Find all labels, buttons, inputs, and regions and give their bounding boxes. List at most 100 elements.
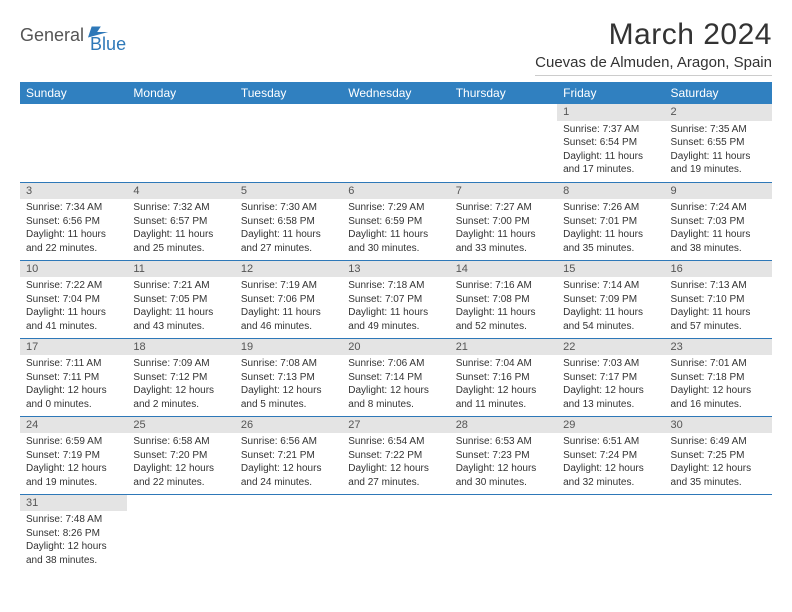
day-number: 16 [665, 261, 772, 278]
calendar-cell: 19Sunrise: 7:08 AMSunset: 7:13 PMDayligh… [235, 338, 342, 416]
day-details: Sunrise: 7:32 AMSunset: 6:57 PMDaylight:… [127, 199, 234, 259]
sunset-line: Sunset: 7:22 PM [348, 449, 443, 463]
day-details: Sunrise: 7:48 AMSunset: 8:26 PMDaylight:… [20, 511, 127, 571]
day-number: 18 [127, 339, 234, 356]
day-number: 7 [450, 183, 557, 200]
day-number: 10 [20, 261, 127, 278]
daylight-line: Daylight: 12 hours and 16 minutes. [671, 384, 766, 411]
daylight-line: Daylight: 11 hours and 52 minutes. [456, 306, 551, 333]
calendar-cell: 11Sunrise: 7:21 AMSunset: 7:05 PMDayligh… [127, 260, 234, 338]
calendar-cell [342, 494, 449, 572]
sunset-line: Sunset: 7:00 PM [456, 215, 551, 229]
sunset-line: Sunset: 7:06 PM [241, 293, 336, 307]
weekday-header: Monday [127, 82, 234, 104]
day-number: 27 [342, 417, 449, 434]
day-details: Sunrise: 7:27 AMSunset: 7:00 PMDaylight:… [450, 199, 557, 259]
day-number: 5 [235, 183, 342, 200]
day-number: 30 [665, 417, 772, 434]
day-number: 24 [20, 417, 127, 434]
calendar-cell: 31Sunrise: 7:48 AMSunset: 8:26 PMDayligh… [20, 494, 127, 572]
calendar-cell: 1Sunrise: 7:37 AMSunset: 6:54 PMDaylight… [557, 104, 664, 182]
sunset-line: Sunset: 7:12 PM [133, 371, 228, 385]
sunrise-line: Sunrise: 6:59 AM [26, 435, 121, 449]
calendar-cell: 12Sunrise: 7:19 AMSunset: 7:06 PMDayligh… [235, 260, 342, 338]
calendar-cell [127, 104, 234, 182]
logo-text-general: General [20, 25, 84, 46]
sunrise-line: Sunrise: 7:27 AM [456, 201, 551, 215]
calendar-cell [235, 494, 342, 572]
sunrise-line: Sunrise: 7:22 AM [26, 279, 121, 293]
daylight-line: Daylight: 11 hours and 49 minutes. [348, 306, 443, 333]
day-number: 3 [20, 183, 127, 200]
sunset-line: Sunset: 6:58 PM [241, 215, 336, 229]
calendar-cell: 17Sunrise: 7:11 AMSunset: 7:11 PMDayligh… [20, 338, 127, 416]
calendar-cell: 30Sunrise: 6:49 AMSunset: 7:25 PMDayligh… [665, 416, 772, 494]
day-details: Sunrise: 7:21 AMSunset: 7:05 PMDaylight:… [127, 277, 234, 337]
calendar-cell: 10Sunrise: 7:22 AMSunset: 7:04 PMDayligh… [20, 260, 127, 338]
calendar-cell: 24Sunrise: 6:59 AMSunset: 7:19 PMDayligh… [20, 416, 127, 494]
calendar-cell: 21Sunrise: 7:04 AMSunset: 7:16 PMDayligh… [450, 338, 557, 416]
day-number: 4 [127, 183, 234, 200]
calendar-cell: 20Sunrise: 7:06 AMSunset: 7:14 PMDayligh… [342, 338, 449, 416]
day-number: 13 [342, 261, 449, 278]
sunrise-line: Sunrise: 7:24 AM [671, 201, 766, 215]
sunrise-line: Sunrise: 7:16 AM [456, 279, 551, 293]
daylight-line: Daylight: 12 hours and 19 minutes. [26, 462, 121, 489]
day-details: Sunrise: 6:59 AMSunset: 7:19 PMDaylight:… [20, 433, 127, 493]
day-details: Sunrise: 7:09 AMSunset: 7:12 PMDaylight:… [127, 355, 234, 415]
sunset-line: Sunset: 7:05 PM [133, 293, 228, 307]
sunset-line: Sunset: 6:56 PM [26, 215, 121, 229]
sunset-line: Sunset: 7:20 PM [133, 449, 228, 463]
calendar-cell: 25Sunrise: 6:58 AMSunset: 7:20 PMDayligh… [127, 416, 234, 494]
day-number: 11 [127, 261, 234, 278]
daylight-line: Daylight: 12 hours and 22 minutes. [133, 462, 228, 489]
calendar-cell: 4Sunrise: 7:32 AMSunset: 6:57 PMDaylight… [127, 182, 234, 260]
daylight-line: Daylight: 11 hours and 27 minutes. [241, 228, 336, 255]
day-details: Sunrise: 7:04 AMSunset: 7:16 PMDaylight:… [450, 355, 557, 415]
sunset-line: Sunset: 7:09 PM [563, 293, 658, 307]
sunset-line: Sunset: 6:59 PM [348, 215, 443, 229]
location-subtitle: Cuevas de Almuden, Aragon, Spain [535, 54, 772, 76]
sunset-line: Sunset: 7:24 PM [563, 449, 658, 463]
day-details: Sunrise: 6:54 AMSunset: 7:22 PMDaylight:… [342, 433, 449, 493]
sunset-line: Sunset: 6:57 PM [133, 215, 228, 229]
calendar-cell: 7Sunrise: 7:27 AMSunset: 7:00 PMDaylight… [450, 182, 557, 260]
day-number: 12 [235, 261, 342, 278]
calendar-row: 31Sunrise: 7:48 AMSunset: 8:26 PMDayligh… [20, 494, 772, 572]
sunrise-line: Sunrise: 7:13 AM [671, 279, 766, 293]
sunrise-line: Sunrise: 7:30 AM [241, 201, 336, 215]
day-number: 14 [450, 261, 557, 278]
daylight-line: Daylight: 12 hours and 0 minutes. [26, 384, 121, 411]
sunrise-line: Sunrise: 7:29 AM [348, 201, 443, 215]
daylight-line: Daylight: 11 hours and 54 minutes. [563, 306, 658, 333]
daylight-line: Daylight: 12 hours and 38 minutes. [26, 540, 121, 567]
sunset-line: Sunset: 7:21 PM [241, 449, 336, 463]
day-number: 20 [342, 339, 449, 356]
day-details: Sunrise: 7:22 AMSunset: 7:04 PMDaylight:… [20, 277, 127, 337]
day-details: Sunrise: 7:18 AMSunset: 7:07 PMDaylight:… [342, 277, 449, 337]
calendar-cell [342, 104, 449, 182]
sunrise-line: Sunrise: 6:49 AM [671, 435, 766, 449]
day-number: 22 [557, 339, 664, 356]
calendar-cell: 5Sunrise: 7:30 AMSunset: 6:58 PMDaylight… [235, 182, 342, 260]
calendar-cell: 13Sunrise: 7:18 AMSunset: 7:07 PMDayligh… [342, 260, 449, 338]
calendar-cell: 29Sunrise: 6:51 AMSunset: 7:24 PMDayligh… [557, 416, 664, 494]
sunrise-line: Sunrise: 6:54 AM [348, 435, 443, 449]
daylight-line: Daylight: 11 hours and 38 minutes. [671, 228, 766, 255]
calendar-cell: 8Sunrise: 7:26 AMSunset: 7:01 PMDaylight… [557, 182, 664, 260]
day-details: Sunrise: 6:51 AMSunset: 7:24 PMDaylight:… [557, 433, 664, 493]
sunrise-line: Sunrise: 7:19 AM [241, 279, 336, 293]
sunset-line: Sunset: 7:13 PM [241, 371, 336, 385]
daylight-line: Daylight: 12 hours and 5 minutes. [241, 384, 336, 411]
calendar-cell: 26Sunrise: 6:56 AMSunset: 7:21 PMDayligh… [235, 416, 342, 494]
sunrise-line: Sunrise: 7:21 AM [133, 279, 228, 293]
sunset-line: Sunset: 7:17 PM [563, 371, 658, 385]
daylight-line: Daylight: 12 hours and 27 minutes. [348, 462, 443, 489]
logo: General Blue [20, 18, 146, 46]
daylight-line: Daylight: 11 hours and 35 minutes. [563, 228, 658, 255]
sunset-line: Sunset: 7:19 PM [26, 449, 121, 463]
weekday-header: Thursday [450, 82, 557, 104]
calendar-cell: 15Sunrise: 7:14 AMSunset: 7:09 PMDayligh… [557, 260, 664, 338]
calendar-cell: 2Sunrise: 7:35 AMSunset: 6:55 PMDaylight… [665, 104, 772, 182]
sunrise-line: Sunrise: 7:34 AM [26, 201, 121, 215]
